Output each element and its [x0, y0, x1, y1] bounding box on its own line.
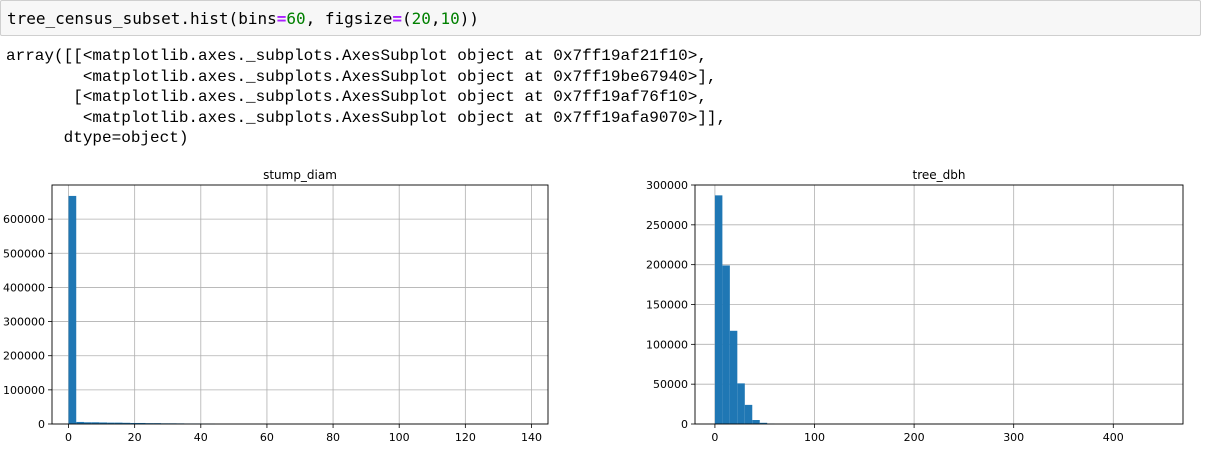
x-tick-label: 80 [326, 431, 340, 444]
code-line[interactable]: tree_census_subset.hist(bins=60, figsize… [7, 9, 479, 29]
histogram-figure: 0 20 40 60 80 100 120 140 0 100000 200000 300000 400… [0, 160, 1213, 449]
x-tick-label: 300 [1003, 431, 1024, 444]
histogram-panel: 0 100 200 300 400 0 50000 100000 150000 200000 250… [646, 168, 1184, 444]
histogram-bar [130, 422, 138, 424]
code-text: tree_census_subset.hist(bins [7, 9, 277, 28]
histogram-bar [76, 421, 84, 424]
x-tick-label: 100 [389, 431, 410, 444]
code-paren: ( [401, 9, 412, 28]
histogram-bar [91, 422, 100, 424]
code-text: , figsize [305, 9, 393, 28]
code-paren: )) [459, 9, 480, 28]
histogram-bar [99, 422, 108, 424]
y-tick-label: 50000 [653, 378, 688, 391]
histogram-bar [729, 330, 738, 424]
x-tick-label: 400 [1103, 431, 1124, 444]
code-operator: = [392, 9, 402, 28]
histogram-bar [83, 422, 92, 424]
histogram-bar [714, 195, 723, 424]
histogram-bar [752, 420, 760, 424]
output-line: array([[<matplotlib.axes._subplots.AxesS… [6, 47, 707, 65]
y-tick-label: 500000 [3, 247, 45, 260]
y-tick-label: 600000 [3, 213, 45, 226]
y-tick-label: 300000 [646, 179, 688, 192]
y-tick-label: 0 [681, 418, 688, 431]
histogram-bar [137, 422, 146, 424]
histogram-bar [68, 195, 77, 424]
x-tick-label: 200 [904, 431, 925, 444]
histogram-svg: 0 20 40 60 80 100 120 140 0 100000 200000 300000 400… [3, 168, 1184, 444]
output-line: <matplotlib.axes._subplots.AxesSubplot o… [6, 108, 727, 127]
x-tick-label: 20 [128, 431, 142, 444]
histogram-bar [744, 404, 753, 424]
code-comma: , [430, 9, 441, 28]
y-tick-label: 100000 [3, 384, 45, 397]
x-tick-label: 140 [521, 431, 542, 444]
histogram-bar [737, 383, 745, 424]
y-tick-label: 300000 [3, 316, 45, 329]
output-line: dtype=object) [6, 129, 189, 147]
x-tick-label: 0 [711, 431, 718, 444]
output-line: [<matplotlib.axes._subplots.AxesSubplot … [6, 88, 707, 106]
histogram-bar [759, 422, 768, 424]
histogram-bar [122, 422, 131, 424]
x-tick-label: 100 [804, 431, 825, 444]
code-number-bins: 60 [286, 9, 306, 28]
code-operator: = [276, 9, 287, 28]
histogram-bar [107, 422, 115, 424]
y-tick-label: 250000 [646, 219, 688, 232]
y-tick-label: 200000 [3, 350, 45, 363]
y-tick-label: 200000 [646, 259, 688, 272]
y-tick-label: 400000 [3, 281, 45, 294]
axes-frame [51, 184, 549, 425]
code-number-height: 10 [440, 9, 460, 28]
histogram-panel: 0 20 40 60 80 100 120 140 0 100000 200000 300000 400… [3, 168, 549, 444]
x-tick-label: 40 [194, 431, 208, 444]
chart-title: tree_dbh [913, 168, 966, 182]
chart-title: stump_diam [263, 168, 337, 182]
y-tick-label: 0 [38, 418, 45, 431]
histogram-bar [722, 265, 730, 424]
code-number-width: 20 [411, 9, 431, 28]
output-line: <matplotlib.axes._subplots.AxesSubplot o… [6, 67, 717, 86]
y-tick-label: 100000 [646, 338, 688, 351]
y-tick-label: 150000 [646, 299, 688, 312]
cell-output: array([[<matplotlib.axes._subplots.AxesS… [6, 46, 726, 149]
histogram-bar [114, 422, 123, 424]
x-tick-label: 120 [455, 431, 476, 444]
x-tick-label: 0 [65, 431, 72, 444]
code-input-cell[interactable]: tree_census_subset.hist(bins=60, figsize… [0, 0, 1201, 36]
x-tick-label: 60 [260, 431, 274, 444]
